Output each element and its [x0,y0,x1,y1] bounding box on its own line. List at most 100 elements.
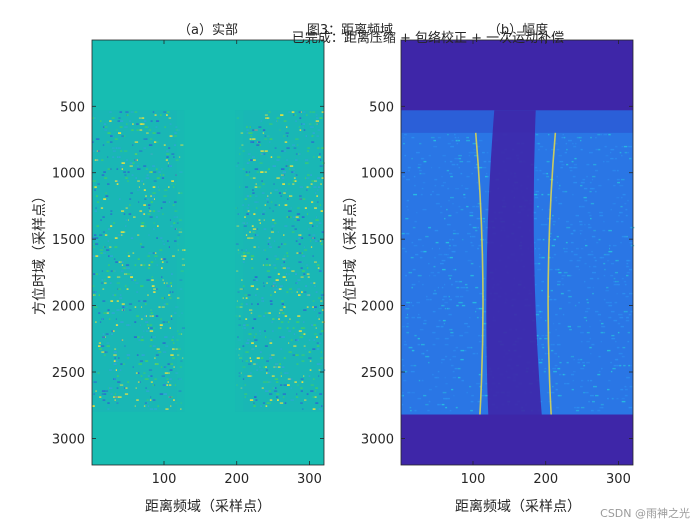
signal-mark [311,324,314,326]
signal-mark [252,279,256,281]
signal-mark [597,133,601,136]
signal-mark [304,207,307,209]
signal-mark [124,393,129,395]
signal-mark [283,261,285,263]
signal-mark [438,307,442,310]
signal-mark [94,189,96,191]
signal-mark [155,258,157,260]
signal-mark [112,156,115,158]
signal-mark [614,157,617,160]
signal-mark [434,229,439,232]
signal-mark [412,226,416,229]
signal-mark [305,285,308,287]
signal-mark [595,169,598,172]
signal-mark [558,271,562,274]
signal-mark [166,156,169,158]
signal-mark [298,243,301,245]
signal-mark [93,393,95,395]
signal-mark [598,370,601,373]
signal-mark [160,366,163,368]
signal-mark [619,364,621,367]
signal-mark [469,385,472,388]
signal-mark [136,291,139,293]
signal-mark [118,117,121,119]
signal-mark [257,201,259,203]
signal-mark [101,282,103,284]
signal-mark [444,337,449,340]
signal-mark [287,267,291,269]
signal-mark [169,219,171,221]
signal-mark [268,237,271,239]
signal-mark [109,141,113,143]
signal-mark [150,120,153,122]
signal-mark [171,183,173,185]
signal-mark [93,243,97,245]
signal-mark [112,294,115,296]
signal-mark [619,184,624,187]
signal-mark [251,375,253,377]
signal-mark [297,144,299,146]
signal-mark [116,156,119,158]
signal-mark [584,238,587,241]
signal-mark [577,361,581,364]
signal-mark [303,327,306,329]
signal-mark [475,286,479,289]
signal-mark [309,222,313,224]
signal-mark [580,181,585,184]
signal-mark [175,174,177,176]
signal-mark [135,387,137,389]
signal-mark [468,151,473,154]
signal-mark [279,129,281,131]
signal-mark [127,357,129,359]
signal-mark [134,264,137,266]
signal-mark [275,258,280,260]
signal-mark [286,291,289,293]
signal-mark [254,276,258,278]
signal-mark [149,327,153,329]
signal-mark [402,325,405,328]
signal-mark [601,325,604,328]
signal-mark [286,126,288,128]
signal-mark [251,303,253,305]
signal-mark [258,144,261,146]
signal-mark [113,396,116,398]
signal-mark [264,150,268,152]
signal-mark [272,210,274,212]
signal-mark [315,219,319,221]
signal-mark [611,337,616,340]
signal-mark [127,219,129,221]
signal-mark [557,268,560,271]
signal-mark [273,264,276,266]
signal-mark [116,183,119,185]
panel-a-ylabel: 方位时域（采样点） [32,189,48,315]
signal-mark [287,216,291,218]
signal-mark [613,364,616,367]
signal-mark [452,370,455,373]
signal-mark [629,241,633,244]
signal-mark [262,153,266,155]
signal-mark [463,196,466,199]
signal-mark [117,147,121,149]
signal-mark [543,370,546,373]
signal-mark [547,193,550,196]
signal-mark [298,126,301,128]
signal-mark [558,187,561,190]
signal-mark [625,388,628,391]
signal-mark [94,210,97,212]
signal-mark [147,405,149,407]
signal-mark [256,207,258,209]
signal-mark [285,279,287,281]
signal-mark [310,126,314,128]
signal-mark [402,247,406,250]
signal-mark [112,150,116,152]
signal-mark [585,319,588,322]
signal-mark [102,252,106,254]
signal-mark [458,280,463,283]
signal-mark [470,262,474,265]
signal-mark [556,343,561,346]
signal-mark [289,318,291,320]
signal-mark [163,303,166,305]
signal-mark [154,255,158,257]
signal-mark [296,339,299,341]
signal-mark [297,315,301,317]
